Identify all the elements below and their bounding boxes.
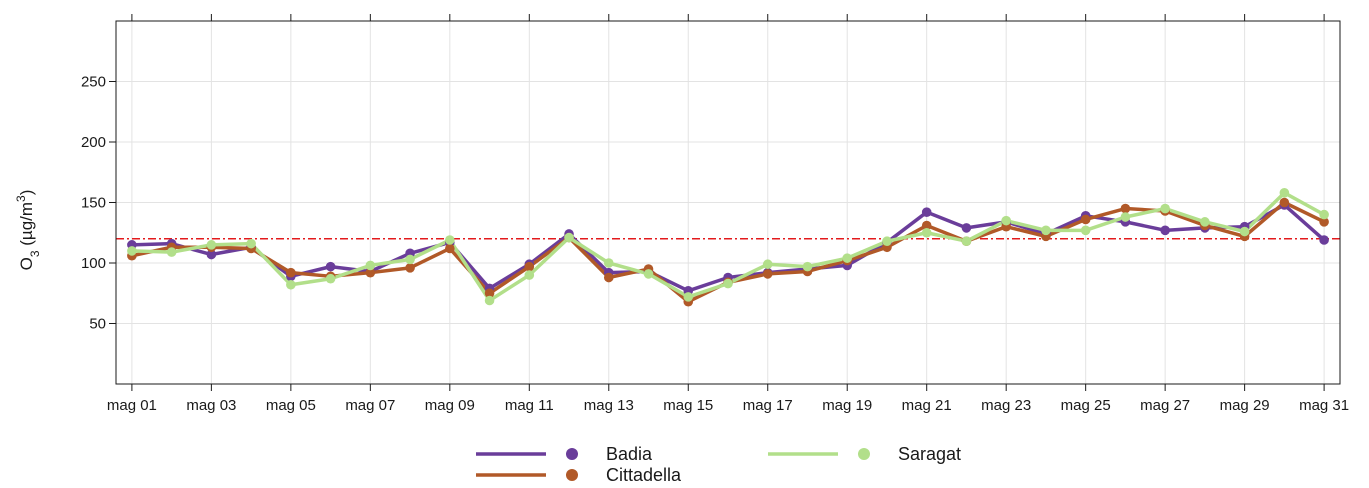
data-point-badia xyxy=(921,207,932,217)
data-point-saragat xyxy=(246,238,256,249)
data-point-cittadella xyxy=(365,267,376,278)
x-tick-label: mag 31 xyxy=(1299,397,1349,414)
x-tick-label: mag 01 xyxy=(107,397,157,414)
data-point-saragat xyxy=(1319,209,1329,220)
data-point-saragat xyxy=(683,292,694,302)
data-point-saragat xyxy=(1041,225,1051,236)
legend-marker xyxy=(566,448,578,460)
legend-label: Badia xyxy=(606,444,653,464)
y-tick-label: 200 xyxy=(81,134,106,151)
data-point-saragat xyxy=(1160,203,1170,214)
data-point-saragat xyxy=(961,236,972,247)
data-point-cittadella xyxy=(603,272,614,283)
x-tick-label: mag 25 xyxy=(1061,397,1111,414)
data-point-saragat xyxy=(1001,215,1011,226)
x-tick-label: mag 29 xyxy=(1220,397,1270,414)
y-tick-label: 250 xyxy=(81,74,106,91)
data-point-saragat xyxy=(1080,225,1091,236)
ylabel-subscript: 3 xyxy=(28,250,42,257)
data-point-saragat xyxy=(603,258,614,268)
x-tick-label: mag 09 xyxy=(425,397,475,414)
data-point-cittadella xyxy=(1120,203,1131,214)
x-tick-label: mag 23 xyxy=(981,397,1031,414)
data-point-saragat xyxy=(127,246,137,256)
data-point-saragat xyxy=(405,254,415,265)
data-point-saragat xyxy=(921,227,932,238)
data-point-saragat xyxy=(802,261,813,272)
legend-label: Saragat xyxy=(898,444,961,464)
x-tick-label: mag 07 xyxy=(345,397,395,414)
data-point-saragat xyxy=(564,232,574,243)
data-point-cittadella xyxy=(484,288,495,299)
data-point-saragat xyxy=(524,270,535,280)
x-tick-label: mag 15 xyxy=(663,397,713,414)
data-point-saragat xyxy=(1120,212,1131,222)
x-tick-label: mag 17 xyxy=(743,397,793,414)
data-point-cittadella xyxy=(405,263,415,273)
data-point-badia xyxy=(325,261,336,272)
legend-item-saragat: Saragat xyxy=(768,444,961,464)
y-tick-label: 50 xyxy=(89,316,106,333)
data-point-badia xyxy=(961,223,972,233)
ylabel-unit: (µg/m xyxy=(17,202,36,251)
x-tick-label: mag 19 xyxy=(822,397,872,414)
legend-item-cittadella: Cittadella xyxy=(476,465,682,485)
x-axis-ticks: mag 01 mag 03 mag 05 mag 07 mag 09 mag 11 mag … xyxy=(107,14,1349,414)
data-point-saragat xyxy=(1279,188,1290,198)
data-point-cittadella xyxy=(1279,197,1290,208)
data-point-saragat xyxy=(723,278,733,289)
data-point-cittadella xyxy=(524,261,535,272)
x-tick-label: mag 05 xyxy=(266,397,316,414)
x-tick-label: mag 11 xyxy=(505,397,554,414)
ylabel-main: O xyxy=(17,257,36,270)
y-tick-label: 100 xyxy=(81,255,106,272)
data-point-cittadella xyxy=(762,269,773,279)
data-point-cittadella xyxy=(1319,217,1329,227)
data-point-saragat xyxy=(882,236,892,247)
series-layer xyxy=(127,188,1329,307)
legend-marker xyxy=(858,448,870,460)
data-point-badia xyxy=(1160,225,1170,236)
data-point-saragat xyxy=(1200,217,1210,227)
data-point-saragat xyxy=(445,235,455,245)
legend-label: Cittadella xyxy=(606,465,682,485)
y-axis-title: O3 (µg/m3) xyxy=(14,190,42,271)
grid xyxy=(116,21,1340,384)
data-point-cittadella xyxy=(445,243,455,254)
x-tick-label: mag 13 xyxy=(584,397,634,414)
data-point-saragat xyxy=(325,273,336,284)
data-point-saragat xyxy=(484,295,495,306)
data-point-badia xyxy=(206,249,217,260)
ylabel-superscript: 3 xyxy=(14,195,28,202)
y-tick-label: 150 xyxy=(81,195,106,212)
x-tick-label: mag 21 xyxy=(902,397,952,414)
x-tick-label: mag 27 xyxy=(1140,397,1190,414)
data-point-saragat xyxy=(842,253,853,263)
legend-item-badia: Badia xyxy=(476,444,653,464)
data-point-cittadella xyxy=(1080,214,1091,225)
data-point-cittadella xyxy=(286,267,296,278)
data-point-saragat xyxy=(643,269,654,279)
data-point-cittadella xyxy=(921,220,932,231)
data-point-saragat xyxy=(166,247,177,257)
data-point-badia xyxy=(1319,235,1329,245)
legend-marker xyxy=(566,469,578,481)
data-point-saragat xyxy=(762,259,773,270)
y-axis-ticks: 50 100 150 200 250 xyxy=(81,74,116,333)
x-tick-label: mag 03 xyxy=(186,397,236,414)
data-point-saragat xyxy=(286,279,296,290)
ylabel-close: ) xyxy=(17,190,36,196)
data-point-saragat xyxy=(365,260,376,271)
data-point-saragat xyxy=(1239,226,1250,237)
data-point-saragat xyxy=(206,240,217,250)
